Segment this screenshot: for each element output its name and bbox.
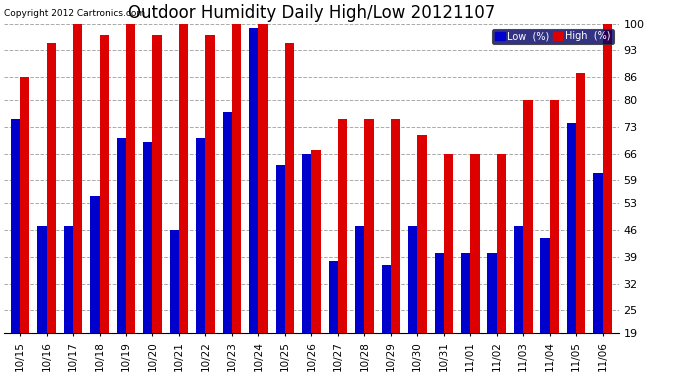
Bar [170, 230, 179, 333]
Bar [311, 150, 321, 333]
Legend: Low  (%), High  (%): Low (%), High (%) [492, 28, 613, 44]
Bar [514, 226, 523, 333]
Bar [523, 100, 533, 333]
Bar [249, 27, 258, 333]
Bar [117, 138, 126, 333]
Bar [338, 119, 347, 333]
Bar [46, 43, 56, 333]
Bar [576, 74, 586, 333]
Bar [99, 35, 109, 333]
Bar [497, 154, 506, 333]
Bar [223, 112, 232, 333]
Bar [417, 135, 426, 333]
Bar [444, 154, 453, 333]
Bar [206, 35, 215, 333]
Bar [540, 238, 550, 333]
Bar [382, 264, 391, 333]
Bar [435, 253, 444, 333]
Text: Copyright 2012 Cartronics.com: Copyright 2012 Cartronics.com [4, 9, 146, 18]
Bar [364, 119, 373, 333]
Bar [144, 142, 152, 333]
Bar [602, 24, 612, 333]
Bar [408, 226, 417, 333]
Bar [391, 119, 400, 333]
Bar [37, 226, 46, 333]
Bar [90, 196, 99, 333]
Bar [126, 24, 135, 333]
Bar [63, 226, 73, 333]
Bar [355, 226, 364, 333]
Bar [550, 100, 559, 333]
Bar [20, 77, 30, 333]
Bar [487, 253, 497, 333]
Bar [196, 138, 206, 333]
Bar [11, 119, 20, 333]
Bar [302, 154, 311, 333]
Bar [461, 253, 471, 333]
Bar [567, 123, 576, 333]
Bar [471, 154, 480, 333]
Bar [593, 173, 602, 333]
Bar [328, 261, 338, 333]
Bar [73, 24, 82, 333]
Bar [275, 165, 285, 333]
Bar [258, 24, 268, 333]
Bar [232, 24, 241, 333]
Bar [152, 35, 161, 333]
Bar [285, 43, 294, 333]
Title: Outdoor Humidity Daily High/Low 20121107: Outdoor Humidity Daily High/Low 20121107 [128, 4, 495, 22]
Bar [179, 24, 188, 333]
